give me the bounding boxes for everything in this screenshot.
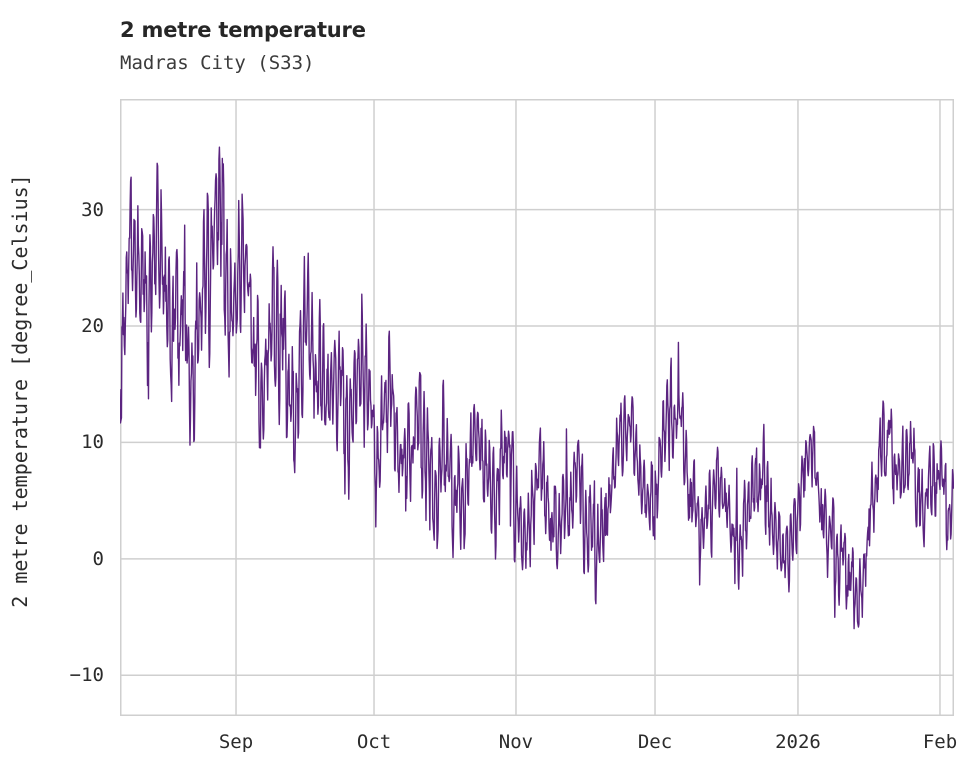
- y-axis-tick-label: 30: [81, 198, 104, 221]
- y-axis-label-text: 2 metre temperature [degree_Celsius]: [8, 174, 32, 608]
- y-axis-tick-labels: −10 0 10 20 30: [42, 0, 104, 782]
- x-axis-tick-label: Sep: [218, 731, 254, 753]
- chart-title: 2 metre temperature: [120, 18, 366, 42]
- chart-subtitle: Madras City (S33): [120, 52, 315, 74]
- x-axis-tick-label: Dec: [637, 731, 673, 753]
- y-axis-tick-label: −10: [69, 664, 104, 687]
- y-axis-tick-label: 10: [81, 431, 104, 454]
- plot-area: [120, 99, 954, 716]
- y-axis-label: 2 metre temperature [degree_Celsius]: [0, 0, 40, 782]
- x-axis-tick-label: Oct: [356, 731, 392, 753]
- gridlines: [120, 99, 954, 716]
- plot-border: [120, 99, 954, 716]
- temperature-series-line: [120, 146, 954, 630]
- y-axis-tick-label: 20: [81, 315, 104, 337]
- x-axis-tick-label: Feb: [922, 731, 958, 753]
- y-axis-tick-label: 0: [92, 547, 104, 570]
- x-axis-tick-label: 2026: [775, 731, 821, 753]
- x-axis-tick-label: Nov: [498, 731, 534, 753]
- plot-svg: [120, 99, 954, 716]
